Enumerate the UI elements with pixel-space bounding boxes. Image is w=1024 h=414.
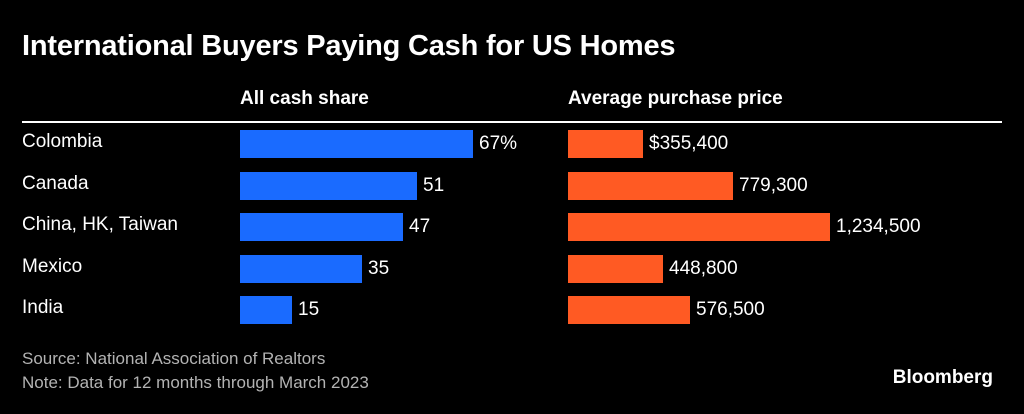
purchase-price-value-colombia: $355,400: [649, 133, 729, 154]
cash-share-value-china-hk-taiwan: 47: [409, 216, 431, 237]
purchase-price-bar-mexico: [568, 255, 663, 283]
source-notes: Source: National Association of Realtors…: [22, 347, 369, 395]
purchase-price-value-mexico: 448,800: [669, 258, 738, 279]
column-header-cash-share: All cash share: [240, 88, 369, 109]
cash-share-bar-canada: [240, 172, 417, 200]
source-text: Source: National Association of Realtors: [22, 349, 326, 368]
row-label-colombia: Colombia: [22, 131, 103, 152]
column-header-purchase-price: Average purchase price: [568, 88, 783, 109]
cash-share-value-canada: 51: [423, 175, 445, 196]
row-label-india: India: [22, 297, 64, 318]
cash-share-bar-china-hk-taiwan: [240, 213, 403, 241]
purchase-price-bar-colombia: [568, 130, 643, 158]
cash-share-value-mexico: 35: [368, 258, 390, 279]
purchase-price-value-canada: 779,300: [739, 175, 808, 196]
purchase-price-bar-canada: [568, 172, 733, 200]
bloomberg-logo: Bloomberg: [892, 367, 993, 388]
row-label-mexico: Mexico: [22, 256, 83, 277]
purchase-price-bar-india: [568, 296, 690, 324]
cash-share-bar-colombia: [240, 130, 473, 158]
chart-title: International Buyers Paying Cash for US …: [22, 30, 676, 62]
row-label-canada: Canada: [22, 173, 89, 194]
note-text: Note: Data for 12 months through March 2…: [22, 373, 369, 392]
row-label-china-hk-taiwan: China, HK, Taiwan: [22, 214, 178, 235]
cash-share-bar-india: [240, 296, 292, 324]
cash-share-bar-mexico: [240, 255, 362, 283]
cash-share-value-colombia: 67%: [479, 133, 518, 154]
purchase-price-value-china-hk-taiwan: 1,234,500: [836, 216, 921, 237]
cash-share-value-india: 15: [298, 299, 320, 320]
purchase-price-value-india: 576,500: [696, 299, 765, 320]
header-rule: [22, 121, 1002, 123]
purchase-price-bar-china-hk-taiwan: [568, 213, 830, 241]
